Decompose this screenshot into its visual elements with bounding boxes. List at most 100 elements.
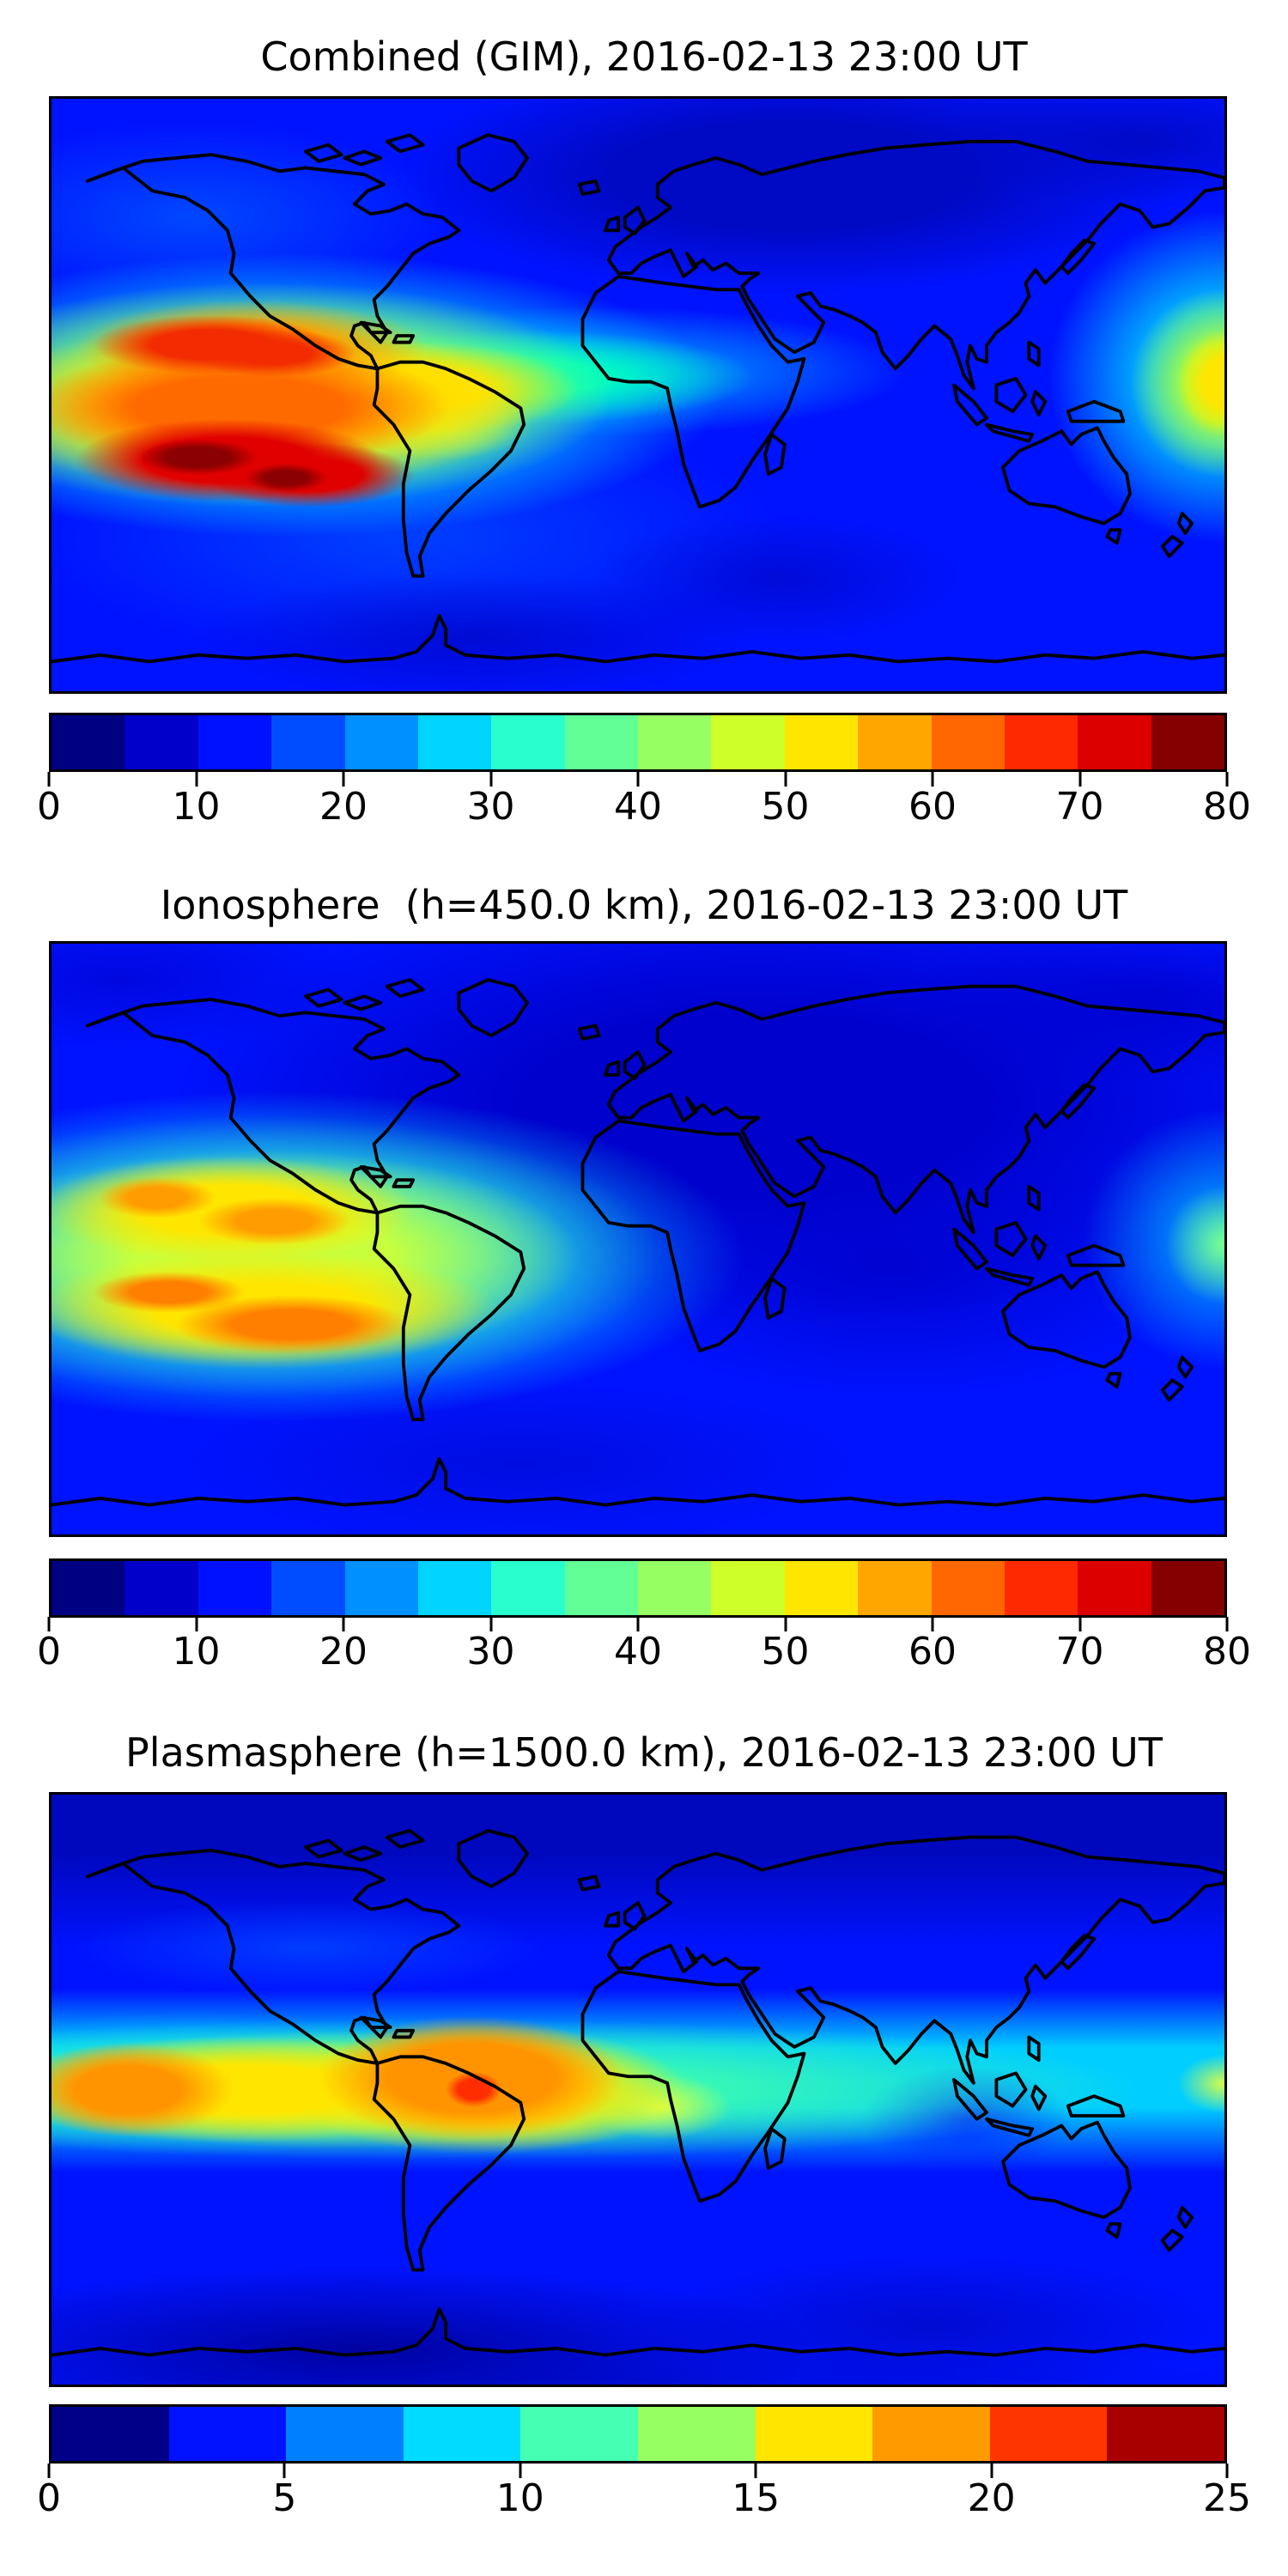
colorbar-tick-label: 10 xyxy=(172,785,221,829)
coastlines-overlay xyxy=(52,1829,1224,2357)
colorbar-tick-label: 40 xyxy=(614,1630,662,1674)
colorbar-segment xyxy=(784,715,859,769)
colorbar-tick-label: 70 xyxy=(1055,785,1104,829)
colorbar-segment xyxy=(1078,1561,1151,1615)
colorbar-tick-label: 20 xyxy=(319,1630,368,1674)
colorbar-segment xyxy=(271,1561,345,1615)
colorbar-segment xyxy=(168,2407,287,2461)
colorbar-segment xyxy=(1107,2407,1224,2461)
colorbar-segment xyxy=(989,2407,1108,2461)
colorbar-segment xyxy=(271,715,345,769)
colorbar-segment xyxy=(417,1561,492,1615)
colorbar-segment xyxy=(52,2407,169,2461)
colorbar-segment xyxy=(491,1561,565,1615)
colorbar-tick-mark xyxy=(931,1617,934,1631)
colorbar-segment xyxy=(491,715,565,769)
colorbar-ionosphere xyxy=(49,1558,1227,1618)
colorbar-tick-mark xyxy=(990,2464,993,2478)
colorbar-tick-label: 15 xyxy=(732,2476,781,2520)
colorbar-tick-label: 60 xyxy=(908,785,957,829)
colorbar-segment xyxy=(344,1561,418,1615)
colorbar-tick-mark xyxy=(1225,2464,1229,2478)
colorbar-tick-mark xyxy=(1225,1617,1229,1631)
map-ionosphere xyxy=(49,941,1227,1537)
colorbar-tick-mark xyxy=(489,1617,492,1631)
colorbar-segment xyxy=(417,715,492,769)
coastlines-overlay xyxy=(52,978,1224,1507)
colorbar-segment xyxy=(858,715,932,769)
panel-plasmasphere-title: Plasmasphere (h=1500.0 km), 2016-02-13 2… xyxy=(125,1729,1163,1776)
colorbar-segment xyxy=(1151,715,1224,769)
colorbar-tick-label: 0 xyxy=(37,2476,61,2520)
colorbar-combined-tickmarks xyxy=(47,772,1229,789)
colorbar-tick-mark xyxy=(754,2464,757,2478)
colorbar-ionosphere-tickmarks xyxy=(47,1617,1229,1634)
colorbar-segment xyxy=(711,715,785,769)
colorbar-segment xyxy=(1004,1561,1078,1615)
colorbar-tick-mark xyxy=(784,772,787,787)
colorbar-tick-mark xyxy=(195,772,197,787)
colorbar-plasmasphere-ticklabels: 0 5 10 15 20 25 xyxy=(37,2476,1251,2529)
tec-field-plasmasphere xyxy=(52,1795,1224,2385)
colorbar-tick-mark xyxy=(342,772,345,787)
colorbar-tick-mark xyxy=(195,1617,197,1631)
colorbar-segment xyxy=(197,715,272,769)
colorbar-tick-label: 0 xyxy=(37,1630,61,1674)
colorbar-tick-mark xyxy=(47,2464,51,2478)
colorbar-tick-mark xyxy=(636,772,640,787)
colorbar-tick-label: 5 xyxy=(272,2476,297,2520)
colorbar-tick-label: 25 xyxy=(1203,2476,1251,2520)
colorbar-tick-mark xyxy=(489,772,492,787)
coastlines-overlay xyxy=(52,133,1224,664)
colorbar-tick-mark xyxy=(1078,1617,1081,1631)
colorbar-tick-label: 80 xyxy=(1203,785,1251,829)
colorbar-tick-label: 0 xyxy=(37,785,61,829)
colorbar-segment xyxy=(344,715,418,769)
panel-combined-title: Combined (GIM), 2016-02-13 23:00 UT xyxy=(260,33,1028,80)
colorbar-tick-label: 60 xyxy=(908,1630,957,1674)
colorbar-segment xyxy=(711,1561,785,1615)
colorbar-segment xyxy=(564,715,638,769)
colorbar-tick-label: 30 xyxy=(466,1630,515,1674)
panel-ionosphere-title: Ionosphere (h=450.0 km), 2016-02-13 23:0… xyxy=(160,882,1128,928)
colorbar-segment xyxy=(52,715,125,769)
colorbar-segment xyxy=(872,2407,990,2461)
colorbar-segment xyxy=(931,1561,1005,1615)
colorbar-tick-label: 50 xyxy=(761,785,810,829)
colorbar-tick-mark xyxy=(519,2464,522,2478)
colorbar-tick-mark xyxy=(784,1617,787,1631)
tec-field-combined xyxy=(52,99,1224,691)
colorbar-segment xyxy=(1151,1561,1224,1615)
colorbar-tick-mark xyxy=(1225,772,1229,787)
colorbar-segment xyxy=(637,2407,756,2461)
colorbar-tick-mark xyxy=(1078,772,1081,787)
colorbar-tick-mark xyxy=(636,1617,640,1631)
colorbar-segment xyxy=(784,1561,859,1615)
colorbar-combined xyxy=(49,713,1227,772)
colorbar-tick-mark xyxy=(283,2464,286,2478)
colorbar-segment xyxy=(638,1561,712,1615)
colorbar-combined-ticklabels: 0 10 20 30 40 50 60 70 80 xyxy=(37,785,1251,837)
colorbar-tick-label: 10 xyxy=(172,1630,221,1674)
colorbar-tick-mark xyxy=(47,772,51,787)
map-plasmasphere xyxy=(49,1792,1227,2387)
colorbar-segment xyxy=(125,1561,198,1615)
colorbar-tick-label: 20 xyxy=(319,785,368,829)
colorbar-tick-label: 30 xyxy=(466,785,515,829)
colorbar-tick-label: 10 xyxy=(495,2476,544,2520)
colorbar-tick-label: 40 xyxy=(614,785,662,829)
colorbar-segment xyxy=(931,715,1005,769)
colorbar-plasmasphere-tickmarks xyxy=(47,2464,1229,2481)
colorbar-ionosphere-ticklabels: 0 10 20 30 40 50 60 70 80 xyxy=(37,1630,1251,1682)
colorbar-segment xyxy=(564,1561,638,1615)
map-combined xyxy=(49,96,1227,694)
colorbar-segment xyxy=(755,2407,873,2461)
colorbar-plasmasphere xyxy=(49,2404,1227,2464)
colorbar-tick-label: 70 xyxy=(1055,1630,1104,1674)
colorbar-segment xyxy=(286,2407,404,2461)
colorbar-segment xyxy=(52,1561,125,1615)
colorbar-tick-label: 50 xyxy=(761,1630,810,1674)
colorbar-segment xyxy=(520,2407,638,2461)
colorbar-segment xyxy=(638,715,712,769)
